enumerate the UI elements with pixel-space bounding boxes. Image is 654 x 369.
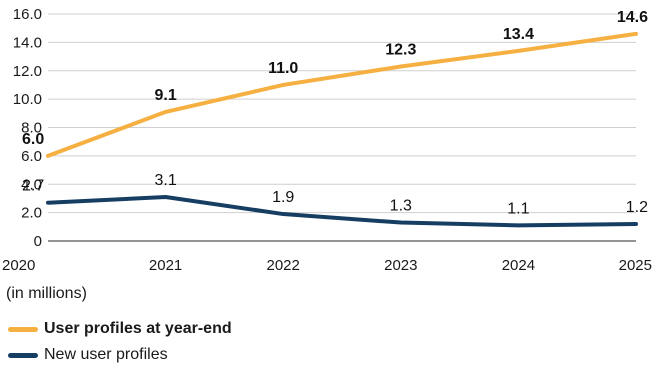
legend-item-user-profiles: User profiles at year-end	[8, 316, 232, 342]
x-tick-label: 2022	[267, 257, 300, 274]
legend-label-new-user-profiles: New user profiles	[44, 346, 168, 363]
data-label: 11.0	[268, 60, 298, 77]
y-tick-label: 2.0	[21, 205, 42, 222]
series-line-new-user-profiles	[46, 195, 638, 228]
y-tick-label: 6.0	[21, 148, 42, 165]
y-tick-label: 8.0	[21, 120, 42, 137]
line-chart: 02.04.06.08.010.012.014.016.0 2020 2021 20…	[2, 6, 652, 274]
y-tick-label: 12.0	[13, 63, 42, 80]
y-tick-label: 10.0	[13, 91, 42, 108]
legend-swatch-user-profiles	[8, 326, 38, 332]
y-tick-label: 0	[34, 233, 42, 250]
data-label: 1.9	[272, 189, 294, 206]
data-label: 13.4	[503, 26, 534, 43]
data-label: 1.1	[507, 200, 529, 217]
x-tick-label: 2025	[619, 257, 652, 274]
data-label: 3.1	[154, 172, 176, 189]
y-tick-label: 4.0	[21, 176, 42, 193]
y-tick-label: 16.0	[13, 6, 42, 23]
data-label: 1.2	[626, 199, 648, 216]
legend-swatch-new-user-profiles	[8, 352, 38, 358]
data-label: 6.0	[22, 131, 44, 148]
series-line-user-profiles	[46, 31, 638, 158]
legend-item-new-user-profiles: New user profiles	[8, 342, 232, 368]
data-labels: 6.0 9.1 11.0 12.3 13.4 14.6 2.7 3.1 1.9 1.3 1.1 1.2	[22, 9, 648, 218]
data-label: 14.6	[617, 9, 648, 26]
x-tick-label: 2021	[149, 257, 182, 274]
data-label: 12.3	[385, 41, 416, 58]
data-label: 2.7	[22, 178, 44, 195]
x-tick-label: 2020	[2, 257, 35, 274]
legend: User profiles at year-end New user profi…	[8, 316, 232, 368]
x-axis-tick-labels: 2020 2021 2022 2023 2024 2025	[2, 257, 652, 274]
x-tick-label: 2023	[384, 257, 417, 274]
series-lines	[46, 31, 638, 228]
x-tick-label: 2024	[502, 257, 535, 274]
unit-note: (in millions)	[6, 285, 87, 302]
data-label: 9.1	[154, 87, 176, 104]
data-label: 1.3	[390, 198, 412, 215]
legend-label-user-profiles: User profiles at year-end	[44, 320, 232, 337]
y-axis-tick-labels: 02.04.06.08.010.012.014.016.0	[13, 6, 42, 250]
y-tick-label: 14.0	[13, 34, 42, 51]
gridlines	[48, 13, 636, 242]
